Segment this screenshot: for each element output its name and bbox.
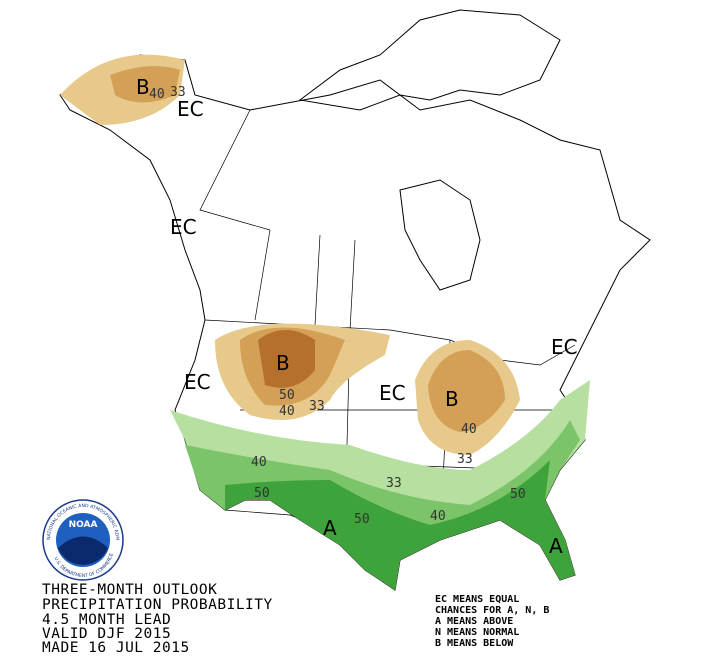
title-line: MADE 16 JUL 2015 [42,640,190,656]
map-label: B [276,351,290,375]
contour-labels: 40 33 50 40 33 40 50 33 50 40 50 40 33 [149,85,526,527]
legend-line: B MEANS BELOW [435,638,514,649]
map-label: EC [184,370,211,394]
probability-shading [60,54,590,590]
contour-label: 40 [251,455,267,470]
title-line: VALID DJF 2015 [42,626,171,642]
legend-line: A MEANS ABOVE [435,616,513,627]
title-line: 4.5 MONTH LEAD [42,612,171,628]
map-label: EC [177,97,204,121]
below-dark [258,330,315,388]
logo-name: NOAA [69,520,98,530]
contour-label: 40 [430,509,446,524]
contour-label: 50 [279,388,295,403]
title-line: PRECIPITATION PROBABILITY [42,597,273,613]
legend-line: CHANCES FOR A, N, B [435,605,549,616]
contour-label: 40 [149,87,165,102]
map-label: EC [170,215,197,239]
legend-line: N MEANS NORMAL [435,627,519,638]
map-label: A [323,516,337,540]
contour-label: 50 [254,486,270,501]
contour-label: 33 [386,476,402,491]
map-labels: EC EC EC EC EC B B B A A [136,75,578,558]
map-label: EC [379,381,406,405]
contour-label: 40 [461,422,477,437]
map-label: B [136,75,150,99]
above-medium [185,420,580,590]
below-medium [110,66,180,103]
above-light [170,380,590,590]
contour-label: 33 [170,85,186,100]
contour-label: 50 [354,512,370,527]
legend: EC MEANS EQUAL CHANCES FOR A, N, B A MEA… [435,594,549,649]
legend-line: EC MEANS EQUAL [435,594,519,605]
map-label: B [445,387,459,411]
contour-label: 40 [279,404,295,419]
contour-label: 33 [309,399,325,414]
contour-label: 33 [457,452,473,467]
logo-wave [58,536,108,565]
arctic-islands [298,9,561,111]
above-dark [225,460,575,590]
title-line: THREE-MONTH OUTLOOK [42,582,217,598]
contour-label: 50 [510,487,526,502]
below-medium [428,350,505,432]
hudson-bay [399,179,481,291]
map-label: A [549,534,563,558]
title-block: THREE-MONTH OUTLOOK PRECIPITATION PROBAB… [42,582,273,656]
map-label: EC [551,335,578,359]
